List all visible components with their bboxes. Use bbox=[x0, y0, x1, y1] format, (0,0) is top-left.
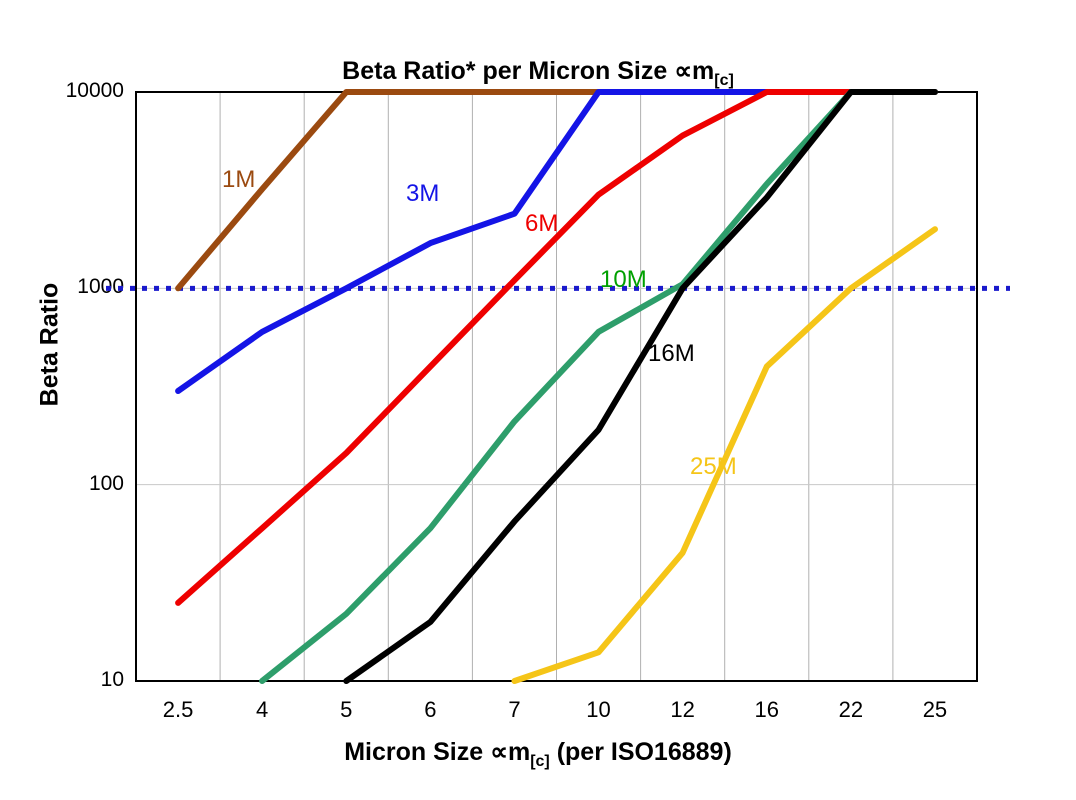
x-axis-title-post: (per ISO16889) bbox=[549, 738, 732, 766]
series-label-10m: 10M bbox=[600, 266, 647, 293]
x-axis-title-sub: [c] bbox=[530, 753, 550, 770]
x-tick-label: 16 bbox=[754, 697, 779, 722]
y-tick-label: 10 bbox=[100, 668, 124, 691]
x-axis-title: Micron Size ∝m[c] (per ISO16889) bbox=[0, 737, 1076, 771]
chart-title-sub: [c] bbox=[714, 72, 734, 89]
x-tick-label: 5 bbox=[340, 697, 353, 722]
x-tick-label: 2.5 bbox=[162, 697, 194, 722]
x-tick-label: 25 bbox=[922, 697, 948, 722]
y-tick-label: 100 bbox=[88, 471, 124, 495]
x-axis-title-mu: ∝m bbox=[490, 738, 531, 766]
x-tick-label: 4 bbox=[256, 697, 269, 722]
chart-title: Beta Ratio* per Micron Size ∝m[c] bbox=[0, 56, 1076, 90]
x-tick-label: 12 bbox=[670, 697, 695, 722]
series-line-6m bbox=[175, 89, 938, 606]
series-lines bbox=[175, 89, 938, 684]
y-tick-label: 10000 bbox=[65, 79, 124, 102]
series-label-25m: 25M bbox=[690, 453, 737, 480]
x-tick-label: 22 bbox=[838, 697, 864, 722]
series-line-16m bbox=[343, 89, 938, 684]
series-label-3m: 3M bbox=[406, 180, 440, 207]
x-tick-label: 7 bbox=[508, 697, 521, 722]
series-label-6m: 6M bbox=[525, 210, 559, 237]
chart-title-main: Beta Ratio* per Micron Size bbox=[342, 57, 675, 85]
series-label-1m: 1M bbox=[222, 166, 256, 193]
series-line-10m bbox=[259, 89, 938, 684]
y-tick-label: 1000 bbox=[77, 275, 124, 299]
x-tick-label: 10 bbox=[586, 697, 611, 722]
grid-lines bbox=[136, 92, 977, 681]
chart-title-mu: ∝m bbox=[674, 57, 715, 85]
x-tick-label: 6 bbox=[424, 697, 437, 722]
series-label-16m: 16M bbox=[648, 340, 695, 367]
series-line-25m bbox=[511, 226, 938, 684]
x-axis-title-pre: Micron Size bbox=[344, 738, 491, 766]
